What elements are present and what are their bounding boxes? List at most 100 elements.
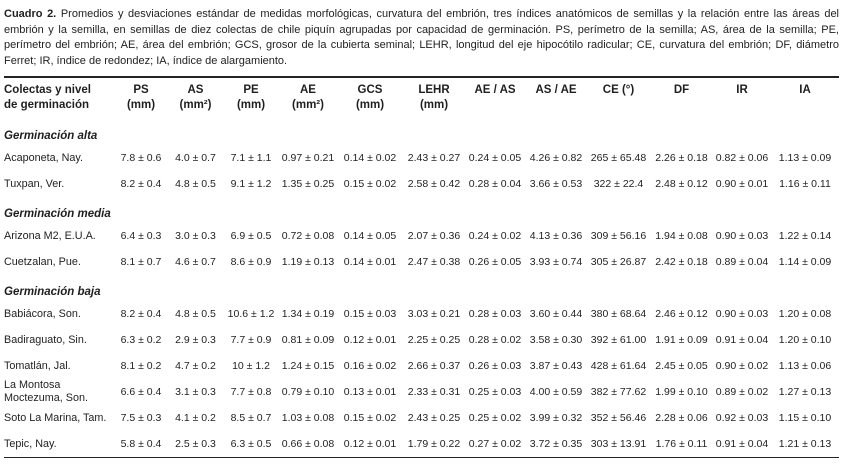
column-header-as: AS (mm²) [168, 78, 223, 119]
cell-ia: 1.22 ± 0.14 [778, 230, 832, 243]
table-row: Babiácora, Son. 8.2 ± 0.4 4.8 ± 0.5 10.6 ± … [4, 301, 839, 327]
column-header-ae-as: AE / AS [465, 78, 525, 119]
cell-ir: 0.90 ± 0.01 [715, 178, 769, 191]
cell-gcs: 0.14 ± 0.02 [343, 152, 397, 165]
column-header-line2: de germinación [4, 98, 89, 111]
cell-as: 4.7 ± 0.2 [175, 360, 216, 373]
cell-ce: 352 ± 56.46 [590, 412, 647, 425]
column-header-line1: Colectas y nivel [4, 84, 91, 97]
cell-ae: 0.72 ± 0.08 [281, 230, 335, 243]
caption-label: Cuadro 2. [4, 8, 57, 20]
column-header-ia: IA [771, 78, 839, 119]
cell-gcs: 0.15 ± 0.02 [343, 178, 397, 191]
table-row: Acaponeta, Nay. 7.8 ± 0.6 4.0 ± 0.7 7.1 ± 1… [4, 145, 839, 171]
group-label: Germinación baja [4, 286, 101, 299]
cell-ps: 7.8 ± 0.6 [120, 152, 162, 165]
cell-ir: 0.90 ± 0.03 [715, 308, 769, 321]
cell-as: 3.1 ± 0.3 [175, 386, 216, 399]
column-header-ir: IR [713, 78, 771, 119]
cell-as: 3.0 ± 0.3 [175, 230, 216, 243]
cell-as-ae: 3.72 ± 0.35 [529, 438, 583, 451]
cell-ce: 428 ± 61.64 [590, 360, 647, 373]
cell-ps: 8.2 ± 0.4 [120, 308, 162, 321]
column-header-lehr: LEHR (mm) [403, 78, 465, 119]
cell-pe: 7.1 ± 1.1 [230, 152, 272, 165]
cell-df: 2.26 ± 0.18 [655, 152, 708, 165]
column-header-unit: (mm) [419, 98, 449, 111]
cell-ce: 380 ± 68.64 [590, 308, 647, 321]
column-header-abbr: AE [300, 84, 316, 97]
table-row: Tepic, Nay. 5.8 ± 0.4 2.5 ± 0.3 6.3 ± 0.5 0.… [4, 431, 839, 457]
cell-as-ae: 3.87 ± 0.43 [529, 360, 583, 373]
cell-gcs: 0.12 ± 0.01 [343, 334, 397, 347]
collection-name: Cuetzalan, Pue. [4, 255, 81, 268]
cell-df: 2.45 ± 0.05 [655, 360, 708, 373]
table-row: Arizona M2, E.U.A. 6.4 ± 0.3 3.0 ± 0.3 6.9 … [4, 223, 839, 249]
group-row: Germinación media [4, 197, 839, 223]
collection-name: Tuxpan, Ver. [4, 177, 65, 190]
column-header-unit: (mm²) [292, 98, 324, 111]
column-header-df: DF [650, 78, 713, 119]
cell-ir: 0.90 ± 0.02 [715, 360, 769, 373]
cell-as: 4.8 ± 0.5 [175, 308, 216, 321]
cell-df: 1.91 ± 0.09 [655, 334, 708, 347]
cell-gcs: 0.14 ± 0.05 [343, 230, 397, 243]
cell-ce: 303 ± 13.91 [590, 438, 647, 451]
cell-ae: 1.35 ± 0.25 [281, 178, 335, 191]
cell-as: 4.1 ± 0.2 [175, 412, 216, 425]
cell-as: 4.8 ± 0.5 [175, 178, 216, 191]
cell-ae: 0.66 ± 0.08 [281, 438, 335, 451]
group-row: Germinación alta [4, 119, 839, 145]
bottom-rule [4, 457, 839, 459]
column-header-pe: PE (mm) [223, 78, 279, 119]
cell-ae-as: 0.24 ± 0.02 [468, 230, 522, 243]
cell-lehr: 2.47 ± 0.38 [407, 256, 461, 269]
collection-name: Babiácora, Son. [4, 307, 81, 320]
cell-ir: 0.82 ± 0.06 [715, 152, 769, 165]
table-row: Badiraguato, Sin. 6.3 ± 0.2 2.9 ± 0.3 7.7 ±… [4, 327, 839, 353]
cell-as-ae: 4.00 ± 0.59 [529, 386, 583, 399]
cell-df: 2.48 ± 0.12 [655, 178, 708, 191]
cell-ae: 0.81 ± 0.09 [281, 334, 335, 347]
cell-as-ae: 3.60 ± 0.44 [529, 308, 583, 321]
cell-as-ae: 4.13 ± 0.36 [529, 230, 583, 243]
cell-df: 1.94 ± 0.08 [655, 230, 708, 243]
cell-gcs: 0.14 ± 0.01 [343, 256, 397, 269]
cell-ae: 1.03 ± 0.08 [281, 412, 335, 425]
table-row: Soto La Marina, Tam. 7.5 ± 0.3 4.1 ± 0.2 8.… [4, 405, 839, 431]
cell-as: 2.9 ± 0.3 [175, 334, 216, 347]
cell-pe: 10 ± 1.2 [232, 360, 270, 373]
cell-ae-as: 0.25 ± 0.02 [468, 412, 522, 425]
column-header-unit: (mm) [126, 98, 156, 111]
caption-text: Promedios y desviaciones estándar de med… [4, 8, 840, 67]
cell-ce: 305 ± 26.87 [590, 256, 647, 269]
cell-as-ae: 3.58 ± 0.30 [529, 334, 583, 347]
cell-lehr: 2.66 ± 0.37 [407, 360, 461, 373]
cell-as: 4.6 ± 0.7 [175, 256, 216, 269]
column-header-ps: PS (mm) [114, 78, 168, 119]
cell-gcs: 0.16 ± 0.02 [343, 360, 397, 373]
cell-lehr: 2.07 ± 0.36 [407, 230, 461, 243]
cell-as-ae: 3.99 ± 0.32 [529, 412, 583, 425]
cell-pe: 6.3 ± 0.5 [230, 438, 272, 451]
cell-ce: 265 ± 65.48 [590, 152, 647, 165]
cell-ia: 1.21 ± 0.13 [778, 438, 832, 451]
cell-as-ae: 4.26 ± 0.82 [529, 152, 583, 165]
cell-ir: 0.91 ± 0.04 [715, 438, 769, 451]
column-header-gcs: GCS (mm) [337, 78, 403, 119]
cell-gcs: 0.12 ± 0.01 [343, 438, 397, 451]
cell-ae-as: 0.26 ± 0.03 [468, 360, 522, 373]
cell-ae: 0.97 ± 0.21 [281, 152, 335, 165]
collection-name: La Montosa Moctezuma, Son. [4, 379, 89, 405]
cell-gcs: 0.15 ± 0.02 [343, 412, 397, 425]
cell-df: 1.99 ± 0.10 [655, 386, 708, 399]
column-header-abbr: DF [673, 84, 690, 97]
cell-ce: 392 ± 61.00 [590, 334, 647, 347]
cell-lehr: 2.33 ± 0.31 [407, 386, 461, 399]
column-header-abbr: AS / AE [535, 84, 577, 97]
cell-ps: 8.1 ± 0.2 [120, 360, 162, 373]
cell-as-ae: 3.93 ± 0.74 [529, 256, 583, 269]
cell-ia: 1.14 ± 0.09 [778, 256, 832, 269]
column-header-abbr: CE (°) [602, 84, 635, 97]
